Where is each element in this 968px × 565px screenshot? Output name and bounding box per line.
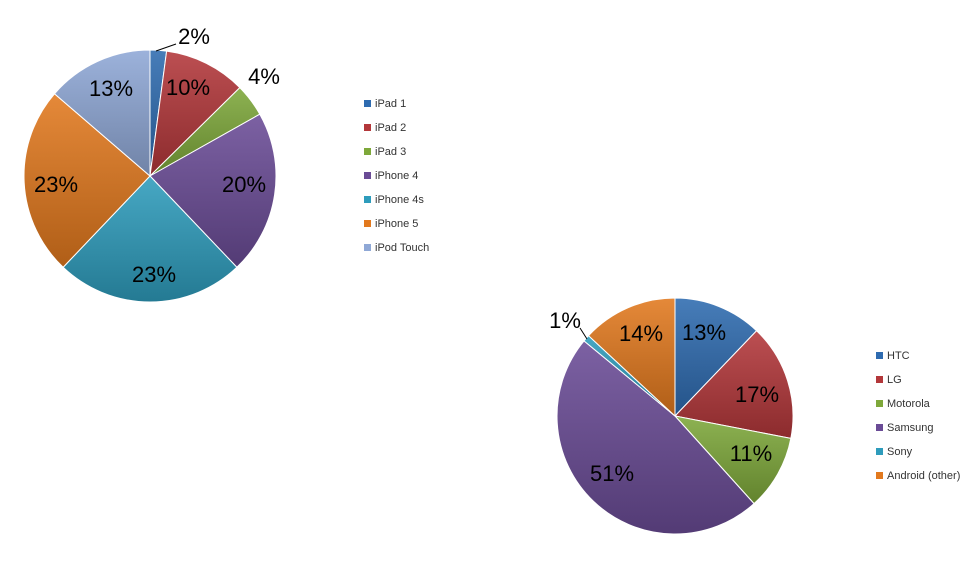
legend-swatch-iphone-4s: [364, 196, 371, 203]
legend-swatch-samsung: [876, 424, 883, 431]
legend-label-ipad-3: iPad 3: [375, 146, 406, 158]
legend-label-iphone-4: iPhone 4: [375, 170, 418, 182]
data-label-ipad-1: 2%: [178, 24, 210, 49]
legend-label-android-other: Android (other): [887, 470, 960, 482]
legend-label-ipad-2: iPad 2: [375, 122, 406, 134]
legend-label-sony: Sony: [887, 446, 913, 458]
legend-swatch-ipad-3: [364, 148, 371, 155]
legend-swatch-motorola: [876, 400, 883, 407]
apple-device-pie-chart: 2% 10% 4% 20% 23% 23% 13%: [23, 24, 280, 303]
data-label-htc: 13%: [682, 320, 726, 345]
data-label-ipod-touch: 13%: [89, 76, 133, 101]
legend-swatch-iphone-4: [364, 172, 371, 179]
pie-slice-samsung: [556, 340, 755, 535]
pie-slice-iphone-4: [149, 113, 277, 268]
data-label-iphone-4s: 23%: [132, 262, 176, 287]
legend-swatch-ipad-2: [364, 124, 371, 131]
pie-slice-iphone-4s: [62, 175, 238, 303]
legend-label-lg: LG: [887, 374, 902, 386]
label-leader-line: [155, 43, 177, 52]
legend-swatch-sony: [876, 448, 883, 455]
data-label-lg: 17%: [735, 382, 779, 407]
data-label-motorola: 11%: [730, 441, 772, 466]
legend-swatch-ipod-touch: [364, 244, 371, 251]
legend-label-iphone-5: iPhone 5: [375, 218, 418, 230]
pie-slice-motorola: [673, 415, 792, 505]
android-brand-pie-chart: 13% 17% 11% 51% 1% 14%: [549, 297, 794, 535]
legend-swatch-iphone-5: [364, 220, 371, 227]
legend-swatch-lg: [876, 376, 883, 383]
legend-swatch-htc: [876, 352, 883, 359]
pie-slice-iphone-5: [23, 93, 151, 268]
legend-swatch-android-other: [876, 472, 883, 479]
data-label-iphone-4: 20%: [222, 172, 266, 197]
data-label-ipad-2: 10%: [166, 75, 210, 100]
legend-label-htc: HTC: [887, 350, 910, 362]
android-brand-legend: HTC LG Motorola Samsung Sony Android (other): [876, 350, 960, 482]
legend-label-motorola: Motorola: [887, 398, 931, 410]
pie-slice-android-other: [587, 297, 676, 418]
legend-label-ipod-touch: iPod Touch: [375, 242, 429, 254]
data-label-iphone-5: 23%: [34, 172, 78, 197]
apple-device-legend: iPad 1 iPad 2 iPad 3 iPhone 4 iPhone 4s iPhon…: [364, 98, 429, 254]
legend-label-iphone-4s: iPhone 4s: [375, 194, 424, 206]
pie-slice-htc: [674, 297, 758, 418]
pie-slice-ipad-2: [149, 50, 241, 178]
pie-slice-ipod-touch: [53, 49, 151, 178]
label-leader-line: [579, 327, 588, 340]
legend-label-samsung: Samsung: [887, 422, 933, 434]
data-label-android-other: 14%: [619, 321, 663, 346]
data-label-samsung: 51%: [590, 461, 634, 486]
data-label-sony: 1%: [549, 308, 581, 333]
pie-slice-lg: [674, 330, 794, 439]
data-label-ipad-3: 4%: [248, 64, 280, 89]
legend-swatch-ipad-1: [364, 100, 371, 107]
legend-label-ipad-1: iPad 1: [375, 98, 406, 110]
